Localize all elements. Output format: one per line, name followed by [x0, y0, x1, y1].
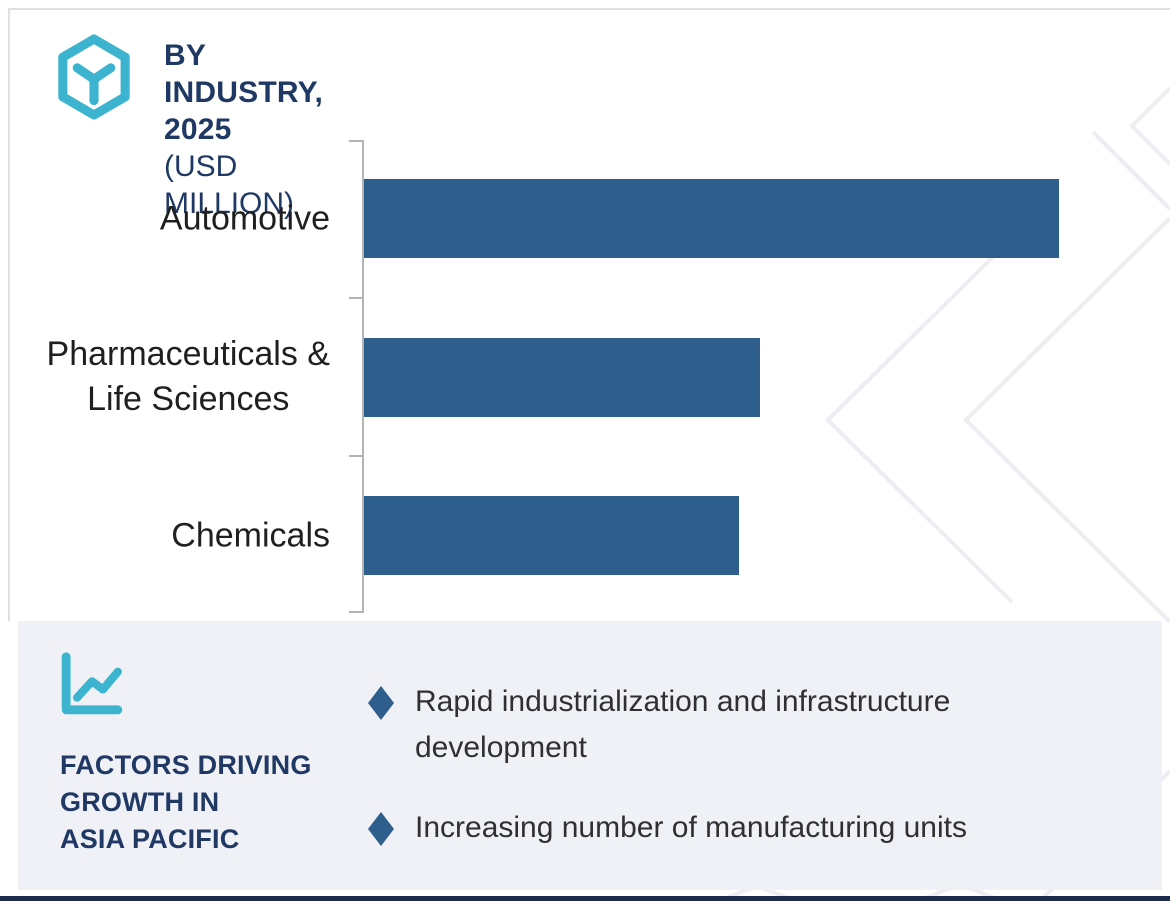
bar-automotive [364, 179, 1059, 258]
chart-subtitle: (USD MILLION) [164, 150, 295, 220]
factors-heading: FACTORS DRIVING GROWTH IN ASIA PACIFIC [60, 750, 312, 854]
category-label-automotive: Automotive [159, 199, 330, 238]
factor-text: Rapid industrialization and infrastructu… [415, 685, 951, 764]
axis-tick [349, 140, 363, 142]
chart-title: BY INDUSTRY, 2025 [164, 39, 324, 146]
factor-text: Increasing number of manufacturing units [415, 811, 967, 844]
frame-left-line [8, 8, 10, 621]
axis-tick [349, 455, 363, 457]
factors-panel: FACTORS DRIVING GROWTH IN ASIA PACIFIC R… [18, 621, 1162, 890]
factor-item: Rapid industrialization and infrastructu… [368, 679, 1088, 771]
bar-pharmaceuticals-life-sciences [364, 338, 761, 417]
bar-plot-area [364, 0, 1059, 620]
category-label-pharmaceuticals-life-sciences: Pharmaceuticals & Life Sciences [46, 335, 330, 418]
category-label-chemicals: Chemicals [171, 516, 330, 555]
frame-top-line [8, 8, 1170, 10]
bottom-accent-bar [0, 896, 1170, 901]
diamond-bullet-icon [368, 812, 394, 846]
axis-tick [349, 611, 363, 613]
hex-cube-icon [58, 34, 130, 120]
diamond-bullet-icon [368, 686, 394, 720]
y-axis-line [362, 140, 364, 613]
factor-item: Increasing number of manufacturing units [368, 805, 1088, 851]
bar-chemicals [364, 496, 740, 575]
chart-title-block: BY INDUSTRY, 2025 (USD MILLION) [164, 37, 323, 222]
axis-tick [349, 297, 363, 299]
line-chart-icon [61, 652, 123, 715]
